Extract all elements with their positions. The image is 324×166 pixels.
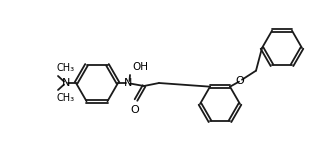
- Text: CH₃: CH₃: [56, 63, 74, 73]
- Text: OH: OH: [132, 62, 148, 72]
- Text: N: N: [124, 78, 132, 88]
- Text: N: N: [62, 78, 70, 88]
- Text: O: O: [236, 76, 244, 86]
- Text: O: O: [131, 105, 139, 115]
- Text: CH₃: CH₃: [56, 93, 74, 103]
